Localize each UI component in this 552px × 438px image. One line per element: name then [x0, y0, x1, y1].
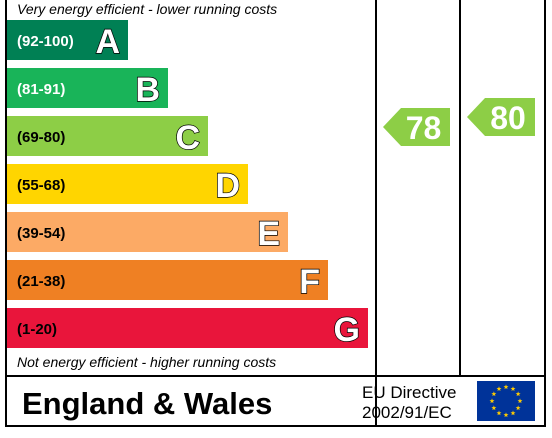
band-b-bar	[7, 68, 168, 108]
band-f-range: (21-38)	[17, 273, 65, 290]
band-c: (69-80) C	[7, 116, 208, 158]
footer-directive-line2: 2002/91/EC	[362, 403, 452, 422]
eu-flag-star	[489, 398, 495, 404]
band-b-range: (81-91)	[17, 81, 65, 98]
eu-flag-star	[515, 405, 521, 411]
band-e-letter: E	[257, 215, 280, 253]
potential-rating-shape	[467, 98, 535, 136]
band-f: (21-38) F	[7, 260, 328, 302]
current-rating-value: 78	[406, 110, 442, 146]
band-d-letter: D	[215, 167, 240, 205]
band-a-bar	[7, 20, 128, 60]
eu-flag-star	[517, 398, 523, 404]
band-d-range: (55-68)	[17, 177, 65, 194]
potential-rating-value: 80	[490, 100, 526, 136]
band-c-letter: C	[175, 119, 200, 157]
footer-region: England & Wales	[22, 386, 272, 421]
current-rating-arrow: 78	[383, 108, 450, 146]
footer-directive-line1: EU Directive	[362, 383, 456, 402]
band-b-letter: B	[135, 71, 160, 109]
eu-flag-icon	[477, 381, 535, 421]
band-f-bar	[7, 260, 328, 300]
band-f-letter: F	[299, 263, 320, 301]
band-a: (92-100) A	[7, 20, 128, 62]
current-rating-shape	[383, 108, 450, 146]
band-g-bar	[7, 308, 368, 348]
band-e-range: (39-54)	[17, 225, 65, 242]
eu-flag-star	[496, 386, 502, 391]
eu-flag-star	[503, 412, 509, 418]
eu-flag-star	[510, 410, 516, 416]
band-g-letter: G	[334, 311, 360, 349]
bottom-note: Not energy efficient - higher running co…	[17, 354, 276, 370]
band-d-bar	[7, 164, 248, 204]
top-note: Very energy efficient - lower running co…	[17, 1, 277, 17]
band-c-bar	[7, 116, 208, 156]
band-e-bar	[7, 212, 288, 252]
band-d: (55-68) D	[7, 164, 248, 206]
band-a-range: (92-100)	[17, 33, 74, 50]
band-a-letter: A	[95, 23, 120, 61]
eu-flag-star	[503, 384, 509, 390]
eu-flag-star	[491, 391, 497, 397]
band-e: (39-54) E	[7, 212, 288, 254]
eu-flag-star	[491, 405, 497, 411]
eu-flag-star	[515, 391, 521, 397]
band-g: (1-20) G	[7, 308, 368, 350]
chart-frame	[5, 0, 546, 427]
band-b: (81-91) B	[7, 68, 168, 110]
eu-flag-star	[496, 410, 502, 416]
band-c-range: (69-80)	[17, 129, 65, 146]
rating-bands: (92-100) A (81-91) B (69-80) C (55-68) D (39-54)…	[7, 20, 368, 350]
eu-flag-star	[510, 386, 516, 391]
potential-rating-arrow: 80	[467, 98, 535, 136]
band-g-range: (1-20)	[17, 321, 57, 338]
